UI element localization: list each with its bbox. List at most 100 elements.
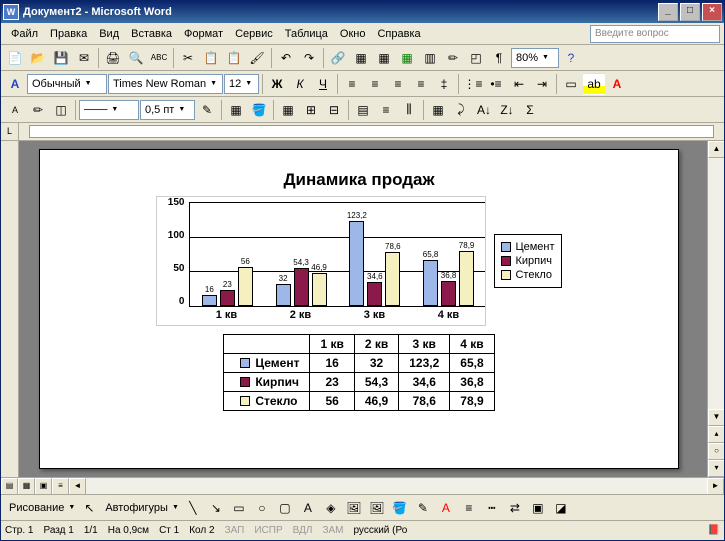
align-left-icon[interactable]: ≡ (341, 73, 363, 95)
fontsize-combo[interactable]: 12▼ (224, 74, 259, 94)
drawing-icon[interactable]: ✏ (442, 47, 464, 69)
menu-window[interactable]: Окно (334, 26, 372, 42)
autosum-icon[interactable]: Σ (519, 99, 541, 121)
align-right-icon[interactable]: ≡ (387, 73, 409, 95)
align-center-icon[interactable]: ≡ (364, 73, 386, 95)
tables-icon[interactable]: ▦ (350, 47, 372, 69)
indent-icon[interactable]: ⇥ (531, 73, 553, 95)
pen-color-icon[interactable]: ✎ (196, 99, 218, 121)
spellcheck-icon[interactable]: ABC (148, 47, 170, 69)
line-weight-combo[interactable]: 0,5 пт▼ (140, 100, 195, 120)
oval-icon[interactable]: ○ (251, 497, 273, 519)
scroll-down-icon[interactable]: ▼ (708, 409, 724, 426)
columns-icon[interactable]: ▥ (419, 47, 441, 69)
shadow-icon[interactable]: ▣ (527, 497, 549, 519)
scroll-up-icon[interactable]: ▲ (708, 141, 724, 158)
prev-page-icon[interactable]: ▴ (708, 426, 724, 443)
line-style-icon[interactable]: ≡ (458, 497, 480, 519)
split-cells-icon[interactable]: ⊟ (323, 99, 345, 121)
align-justify-icon[interactable]: ≡ (410, 73, 432, 95)
menu-view[interactable]: Вид (93, 26, 125, 42)
align-cell-icon[interactable]: ▤ (352, 99, 374, 121)
print-icon[interactable]: 🖨 (102, 47, 124, 69)
paste-icon[interactable]: 📋 (223, 47, 245, 69)
fill-color2-icon[interactable]: 🪣 (389, 497, 411, 519)
new-doc-icon[interactable]: 📄 (4, 47, 26, 69)
dash-style-icon[interactable]: ┅ (481, 497, 503, 519)
preview-icon[interactable]: 🔍 (125, 47, 147, 69)
insert-table-icon[interactable]: ▦ (373, 47, 395, 69)
arrow-icon[interactable]: ↘ (205, 497, 227, 519)
underline-button[interactable]: Ч (312, 73, 334, 95)
redo-icon[interactable]: ↷ (298, 47, 320, 69)
next-page-icon[interactable]: ▾ (708, 460, 724, 477)
browse-object-icon[interactable]: ○ (708, 443, 724, 460)
open-icon[interactable]: 📂 (27, 47, 49, 69)
text-direction-icon[interactable]: ⤸ (450, 99, 472, 121)
menu-table[interactable]: Таблица (279, 26, 334, 42)
status-book-icon[interactable]: 📕 (708, 525, 720, 536)
view-outline-icon[interactable]: ≡ (52, 478, 69, 495)
docmap-icon[interactable]: ◰ (465, 47, 487, 69)
sort-desc-icon[interactable]: Z↓ (496, 99, 518, 121)
line-icon[interactable]: ╲ (182, 497, 204, 519)
diagram-icon[interactable]: ◈ (320, 497, 342, 519)
help-icon[interactable]: ? (560, 47, 582, 69)
excel-icon[interactable]: ▦ (396, 47, 418, 69)
mail-icon[interactable]: ✉ (73, 47, 95, 69)
close-button[interactable]: × (702, 3, 722, 21)
document-area[interactable]: Динамика продаж 150 100 50 0 (19, 141, 707, 477)
merge-cells-icon[interactable]: ⊞ (300, 99, 322, 121)
highlight-icon[interactable]: ab (583, 73, 605, 95)
cut-icon[interactable]: ✂ (177, 47, 199, 69)
minimize-button[interactable]: _ (658, 3, 678, 21)
draw-table-icon[interactable]: ✏ (27, 99, 49, 121)
maximize-button[interactable]: □ (680, 3, 700, 21)
menu-insert[interactable]: Вставка (125, 26, 178, 42)
bold-button[interactable]: Ж (266, 73, 288, 95)
rectangle-icon[interactable]: ▭ (228, 497, 250, 519)
zoom-combo[interactable]: 80%▼ (511, 48, 559, 68)
textbox-icon[interactable]: ▢ (274, 497, 296, 519)
outdent-icon[interactable]: ⇤ (508, 73, 530, 95)
eraser-icon[interactable]: ◫ (50, 99, 72, 121)
select-objects-icon[interactable]: ↖ (78, 497, 100, 519)
style-pane-icon[interactable]: A (4, 73, 26, 95)
scroll-left-icon[interactable]: ◄ (69, 478, 86, 495)
menu-file[interactable]: Файл (5, 26, 44, 42)
drawing-menu[interactable]: Рисование ▼ (5, 498, 77, 518)
help-question-input[interactable]: Введите вопрос (590, 25, 720, 43)
border-icon[interactable]: ▭ (560, 73, 582, 95)
font-color2-icon[interactable]: A (435, 497, 457, 519)
line-color-icon[interactable]: ✎ (412, 497, 434, 519)
distribute-rows-icon[interactable]: ≡ (375, 99, 397, 121)
border-outside-icon[interactable]: ▦ (225, 99, 247, 121)
style-combo[interactable]: Обычный▼ (27, 74, 107, 94)
menu-help[interactable]: Справка (371, 26, 426, 42)
save-icon[interactable]: 💾 (50, 47, 72, 69)
copy-icon[interactable]: 📋 (200, 47, 222, 69)
wordart-icon[interactable]: A (297, 497, 319, 519)
scroll-right-icon[interactable]: ► (707, 478, 724, 495)
numbering-icon[interactable]: ⋮≡ (462, 73, 484, 95)
menu-tools[interactable]: Сервис (229, 26, 279, 42)
font-color-icon[interactable]: A (606, 73, 628, 95)
show-marks-icon[interactable]: ¶ (488, 47, 510, 69)
insert-table2-icon[interactable]: ▦ (277, 99, 299, 121)
picture-icon[interactable]: 🖼 (366, 497, 388, 519)
undo-icon[interactable]: ↶ (275, 47, 297, 69)
view-normal-icon[interactable]: ▤ (1, 478, 18, 495)
font-shrink-icon[interactable]: A (4, 99, 26, 121)
font-combo[interactable]: Times New Roman▼ (108, 74, 223, 94)
format-painter-icon[interactable]: 🖌 (246, 47, 268, 69)
arrow-style-icon[interactable]: ⇄ (504, 497, 526, 519)
ruler-vertical[interactable] (1, 141, 19, 477)
line-style-combo[interactable]: ───▼ (79, 100, 139, 120)
ruler-horizontal[interactable]: L (1, 123, 724, 141)
3d-icon[interactable]: ◪ (550, 497, 572, 519)
line-spacing-icon[interactable]: ‡ (433, 73, 455, 95)
bullets-icon[interactable]: •≡ (485, 73, 507, 95)
hyperlink-icon[interactable]: 🔗 (327, 47, 349, 69)
clipart-icon[interactable]: 🖼 (343, 497, 365, 519)
sort-asc-icon[interactable]: A↓ (473, 99, 495, 121)
